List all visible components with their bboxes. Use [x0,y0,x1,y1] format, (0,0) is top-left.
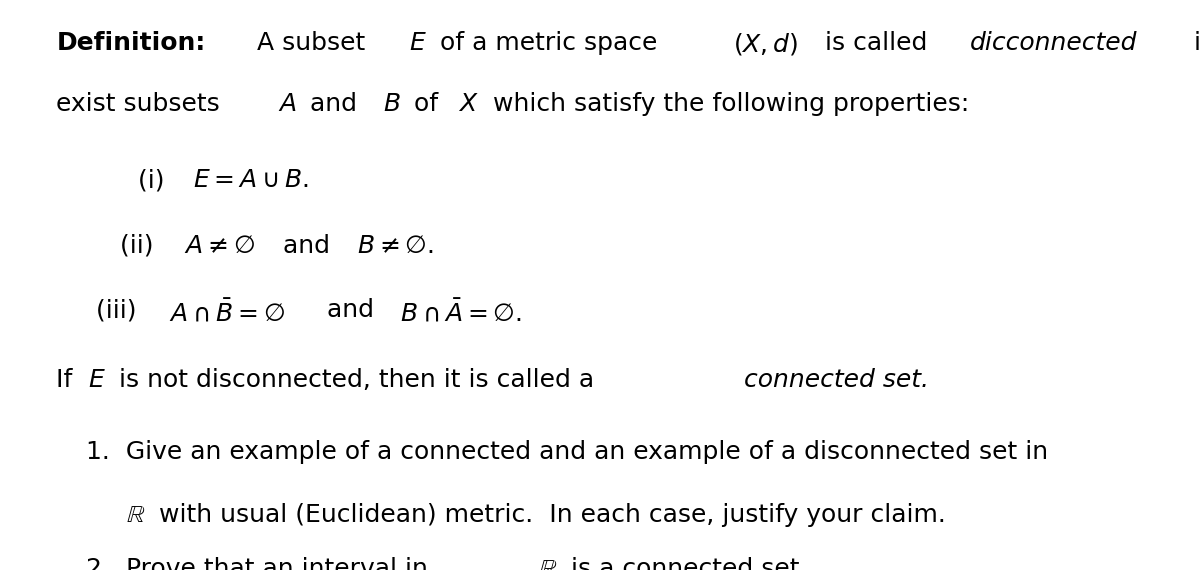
Text: dicconnected: dicconnected [970,31,1138,55]
Text: $B \cap \bar{A} = \emptyset.$: $B \cap \bar{A} = \emptyset.$ [400,298,522,325]
Text: (iii): (iii) [96,298,152,322]
Text: is called: is called [817,31,936,55]
Text: (i): (i) [138,168,180,192]
Text: 2.  Prove that an interval in: 2. Prove that an interval in [86,557,437,570]
Text: (ii): (ii) [120,234,169,258]
Text: 1.  Give an example of a connected and an example of a disconnected set in: 1. Give an example of a connected and an… [86,440,1049,464]
Text: $E$: $E$ [409,31,427,55]
Text: $A \neq \emptyset$: $A \neq \emptyset$ [184,234,254,258]
Text: is not disconnected, then it is called a: is not disconnected, then it is called a [110,368,602,392]
Text: $X$: $X$ [458,92,479,116]
Text: $E = A \cup B.$: $E = A \cup B.$ [193,168,308,192]
Text: is a connected set.: is a connected set. [563,557,808,570]
Text: $\mathbb{R}$: $\mathbb{R}$ [538,557,557,570]
Text: A subset: A subset [248,31,373,55]
Text: $A \cap \bar{B} = \emptyset$: $A \cap \bar{B} = \emptyset$ [169,298,286,325]
Text: and: and [302,92,365,116]
Text: $B \neq \emptyset.$: $B \neq \emptyset.$ [356,234,433,258]
Text: $\mathbb{R}$: $\mathbb{R}$ [126,503,145,527]
Text: $(X, d)$: $(X, d)$ [733,31,798,58]
Text: If: If [56,368,80,392]
Text: of: of [406,92,446,116]
Text: exist subsets: exist subsets [56,92,228,116]
Text: $A$: $A$ [278,92,296,116]
Text: with usual (Euclidean) metric.  In each case, justify your claim.: with usual (Euclidean) metric. In each c… [151,503,946,527]
Text: $B$: $B$ [384,92,401,116]
Text: $E$: $E$ [88,368,106,392]
Text: connected set.: connected set. [744,368,930,392]
Text: of a metric space: of a metric space [432,31,666,55]
Text: Definition:: Definition: [56,31,205,55]
Text: which satisfy the following properties:: which satisfy the following properties: [485,92,968,116]
Text: if there: if there [1187,31,1200,55]
Text: and: and [276,234,338,258]
Text: and: and [319,298,382,322]
